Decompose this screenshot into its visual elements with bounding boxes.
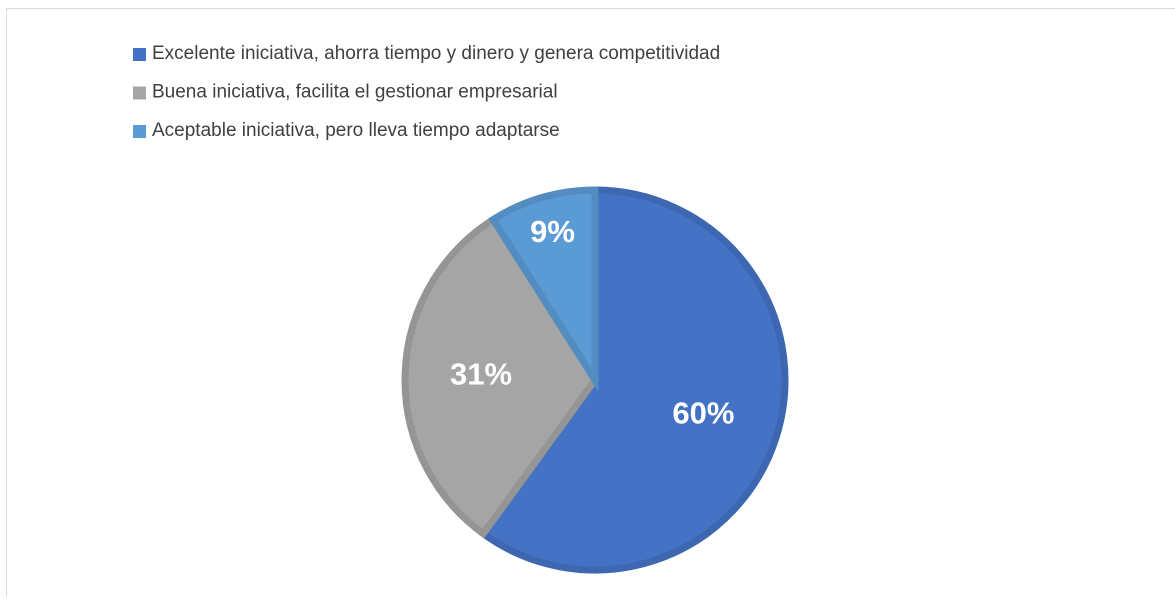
legend-label: Aceptable iniciativa, pero lleva tiempo … bbox=[152, 120, 560, 141]
legend-swatch bbox=[133, 87, 146, 100]
value-label: 9% bbox=[530, 214, 575, 249]
legend-swatch bbox=[133, 48, 146, 61]
value-label: 31% bbox=[450, 357, 512, 392]
legend-label: Buena iniciativa, facilita el gestionar … bbox=[152, 82, 558, 103]
legend-label: Excelente iniciativa, ahorra tiempo y di… bbox=[152, 43, 720, 64]
value-label: 60% bbox=[672, 395, 734, 430]
legend-swatch bbox=[133, 125, 146, 138]
